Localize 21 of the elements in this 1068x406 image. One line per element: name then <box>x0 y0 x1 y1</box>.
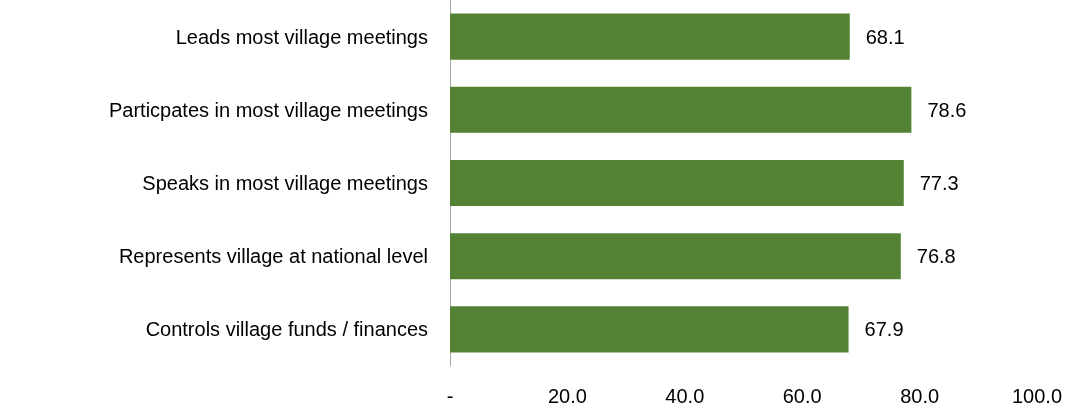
y-tick-label: Speaks in most village meetings <box>142 172 428 194</box>
y-tick-label: Controls village funds / finances <box>145 318 428 341</box>
x-tick-label: 40.0 <box>665 385 705 406</box>
data-label: 67.9 <box>864 318 904 341</box>
x-tick-label: 80.0 <box>900 385 940 406</box>
bar <box>450 159 904 207</box>
bar <box>450 233 901 280</box>
x-tick-label: 100.0 <box>1011 385 1063 406</box>
x-tick-label: 20.0 <box>547 385 587 406</box>
y-tick-label: Represents village at national level <box>118 245 428 268</box>
y-tick-label: Particpates in most village meetings <box>108 98 428 121</box>
data-label: 68.1 <box>865 25 905 48</box>
x-tick-label: 60.0 <box>782 385 822 406</box>
bar <box>450 86 912 133</box>
y-tick-label: Leads most village meetings <box>175 25 428 48</box>
x-tick-label: - <box>446 385 454 406</box>
data-label: 77.3 <box>919 172 959 194</box>
bar <box>450 13 850 60</box>
bar <box>450 306 849 353</box>
data-label: 76.8 <box>916 245 956 268</box>
data-label: 78.6 <box>927 98 967 121</box>
